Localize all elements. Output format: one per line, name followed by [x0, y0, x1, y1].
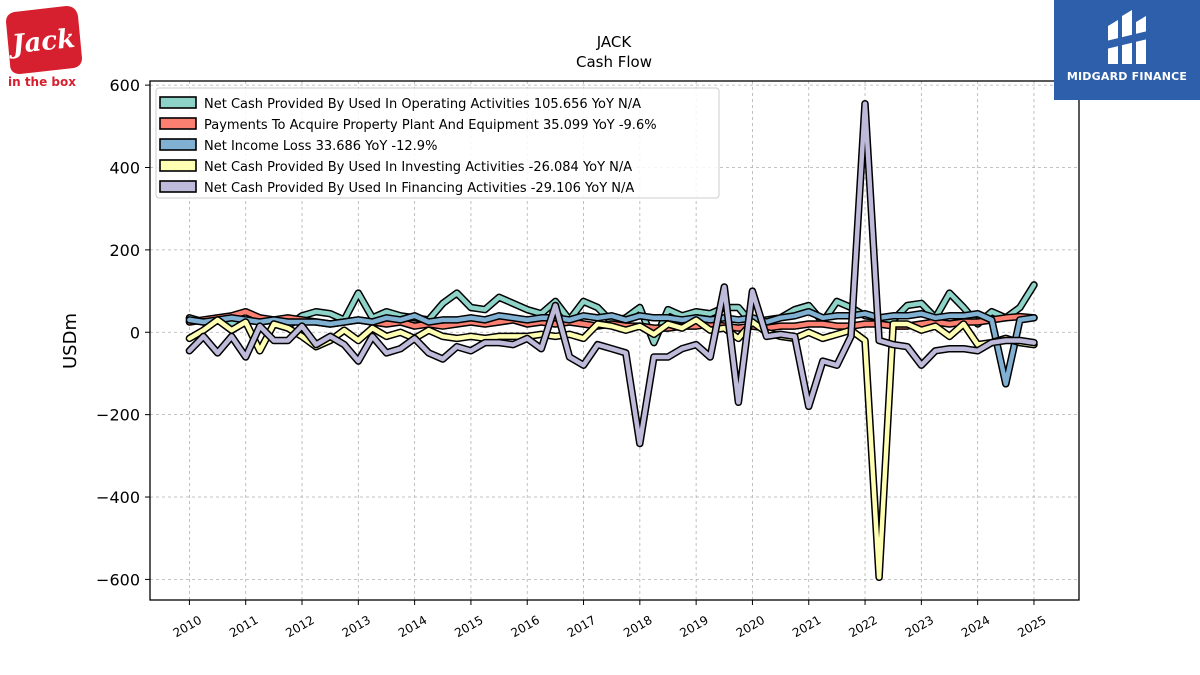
- y-tick-label: 0: [130, 323, 140, 342]
- x-tick-label: 2020: [734, 613, 767, 640]
- legend-swatch-2: [159, 138, 197, 151]
- midgard-finance-text: MIDGARD FINANCE: [1066, 70, 1188, 83]
- x-tick-label: 2014: [396, 613, 429, 640]
- legend-swatch-3: [159, 159, 197, 172]
- chart-subtitle: Cash Flow: [576, 53, 652, 71]
- plot-frame: [149, 80, 1080, 601]
- y-axis-label: USDm: [60, 313, 81, 369]
- series-line-3: [187, 317, 1037, 580]
- series-lines: [185, 99, 1038, 582]
- legend-label-1: Payments To Acquire Property Plant And E…: [204, 118, 657, 133]
- x-tick-label: 2019: [677, 613, 710, 640]
- logo-sub-text: in the box: [8, 75, 76, 88]
- y-tick-label: −400: [96, 488, 140, 507]
- x-tick-label: 2013: [340, 613, 373, 640]
- series-line-2: [187, 309, 1037, 387]
- legend-label-4: Net Cash Provided By Used In Financing A…: [204, 181, 634, 196]
- series-line-4: [187, 101, 1037, 446]
- x-axis-ticks: 2010 2011 2012 2013 2014 2015 2016 2017 2018 2019…: [171, 600, 1049, 640]
- x-tick-label: 2025: [1015, 613, 1048, 640]
- x-tick-label: 2017: [565, 613, 598, 640]
- x-tick-label: 2010: [171, 613, 204, 640]
- x-tick-label: 2021: [790, 613, 823, 640]
- y-tick-label: 600: [109, 76, 140, 95]
- legend: Net Cash Provided By Used In Operating A…: [155, 87, 720, 199]
- jack-in-the-box-logo-icon: Jack in the box: [6, 6, 82, 89]
- x-tick-label: 2011: [227, 613, 260, 640]
- logo-main-text: Jack: [6, 24, 76, 61]
- chart-title: JACK: [596, 33, 633, 51]
- x-tick-label: 2015: [452, 613, 485, 640]
- x-tick-label: 2012: [283, 613, 316, 640]
- y-tick-label: 400: [109, 159, 140, 178]
- legend-label-2: Net Income Loss 33.686 YoY -12.9%: [204, 139, 437, 154]
- y-tick-label: 200: [109, 241, 140, 260]
- y-tick-label: −600: [96, 570, 140, 589]
- legend-swatch-4: [159, 180, 197, 193]
- x-tick-label: 2024: [959, 613, 992, 640]
- x-tick-label: 2022: [846, 613, 879, 640]
- legend-label-0: Net Cash Provided By Used In Operating A…: [204, 97, 641, 112]
- y-axis-ticks: −600 −400 −200 0 200 400 600: [96, 76, 150, 589]
- x-tick-label: 2023: [903, 613, 936, 640]
- legend-label-3: Net Cash Provided By Used In Investing A…: [204, 160, 632, 175]
- y-tick-label: −200: [96, 406, 140, 425]
- midgard-finance-logo-icon: [1102, 10, 1152, 64]
- legend-swatch-0: [159, 96, 197, 109]
- midgard-finance-logo: MIDGARD FINANCE: [1054, 0, 1200, 100]
- x-tick-label: 2016: [509, 613, 542, 640]
- legend-swatch-1: [159, 117, 197, 130]
- x-tick-label: 2018: [621, 613, 654, 640]
- series-outline-3: [185, 316, 1038, 582]
- legend-box: [155, 87, 720, 199]
